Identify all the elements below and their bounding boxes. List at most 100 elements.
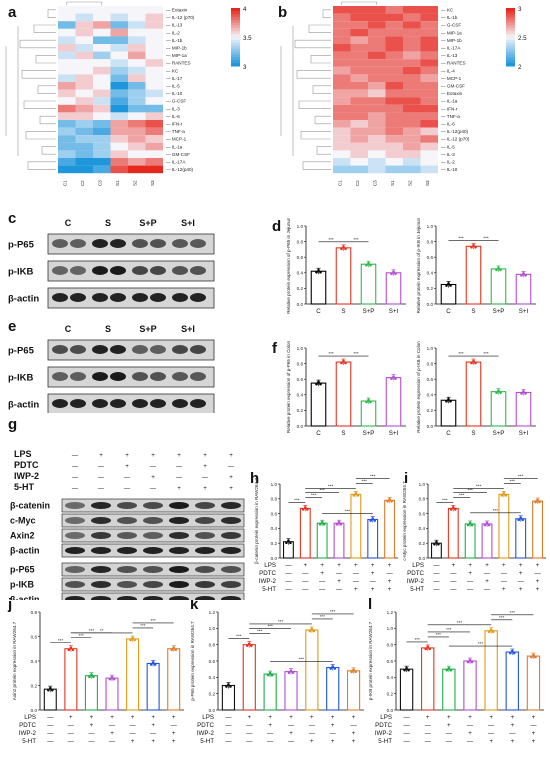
blot-band [172,372,188,381]
bar [464,523,476,559]
blot-band [190,345,206,354]
heatmap-cell [75,51,93,60]
heatmap-cell [145,21,163,29]
row-dendrogram [280,9,331,170]
heatmap-cell [368,6,386,14]
significance-label: *** [446,627,452,632]
heatmap-cell [333,13,351,22]
y-tick-label: 0.4 [271,526,278,531]
data-point [532,653,535,657]
heatmap-cell [110,142,128,151]
heatmap-cell [110,36,128,44]
condition-mark: + [203,463,207,470]
heatmap-cell [403,120,421,128]
condition-label: IWP-2 [259,578,277,585]
bar [360,263,377,305]
dendrogram-branch [41,146,56,155]
heatmap-cell [420,120,438,128]
data-point [449,508,453,511]
heatmap-cell [128,13,146,22]
condition-mark: — [288,738,295,745]
data-point [534,500,537,504]
condition-mark: + [354,562,358,569]
significance-label: *** [353,351,359,356]
blot-band [52,372,68,381]
heatmap-row-label: — IL-1b [441,15,458,20]
heatmap-cell [93,59,111,67]
condition-mark: + [331,738,335,745]
y-tick-label: 0.0 [209,708,216,713]
heatmap-cell [75,135,93,143]
blot-band [132,266,148,275]
legend-swatch [231,19,240,23]
significance-label: *** [299,657,305,662]
heatmap-cell [75,66,93,75]
dendrogram-branch [33,24,56,33]
condition-label: PDTC [14,460,39,470]
condition-mark: + [468,570,472,577]
data-point [524,392,527,395]
data-point [352,668,355,672]
blot-band [143,566,163,573]
data-point [487,630,491,634]
condition-mark: — [302,586,309,593]
heatmap-cell [145,120,163,128]
blot-row-label: p-P65 [8,346,35,357]
data-point [447,666,451,670]
heatmap-cell [93,97,111,105]
heatmap-cell [128,135,146,143]
heatmap-cell [333,74,351,82]
heatmap-cell [385,97,403,105]
y-axis-label: Axin2 protein expression in RAW264.7 [12,621,17,700]
bar [316,522,328,559]
heatmap-cell [128,59,146,67]
heatmap-cell [350,150,368,158]
condition-mark: + [172,738,176,745]
heatmap-cell [350,59,368,67]
heatmap-cell [350,135,368,143]
condition-mark: — [433,570,440,577]
heatmap-row-label: — KC [166,68,179,73]
panel-label-c: c [8,210,17,227]
x-tick-label: C [316,430,321,437]
blot-band [70,239,86,248]
heatmap-cell [128,158,146,166]
condition-mark: — [319,578,326,585]
data-point [491,630,495,634]
heatmap-cell [145,135,163,143]
chart-j-axin2: Axin2 protein expression in RAW264.7 0.0 0… [12,610,184,745]
data-point [424,647,428,651]
panel-label-j: j [8,596,13,613]
data-point [92,675,95,678]
condition-mark: — [530,722,537,729]
significance-label: *** [58,638,64,643]
data-point [352,494,356,497]
significance-label: *** [328,351,334,356]
condition-mark: + [268,714,272,721]
heatmap-row-label: — IFN-r [441,106,458,111]
heatmap-cell [368,13,386,22]
heatmap-cell [385,66,403,75]
heatmap-cell [333,82,351,90]
blot-row-label: β-actin [10,546,40,556]
condition-mark: — [425,722,432,729]
condition-mark: — [488,722,495,729]
blot-band [70,399,86,408]
blot-band [65,502,85,509]
data-point [453,508,457,511]
heatmap-cell [110,66,128,75]
heatmap-cell [403,165,421,174]
bar [399,668,414,711]
heatmap-cell [58,120,76,128]
significance-label: *** [483,351,489,356]
heatmap-cell [368,104,386,113]
blot-band [195,581,215,588]
blot-band [110,345,126,354]
blot-row-label: Axin2 [10,531,35,541]
data-point [433,542,436,546]
y-tick-label: 0.4 [209,675,216,680]
heatmap-cell [145,6,163,14]
significance-label: *** [89,628,95,633]
heatmap-cell [128,51,146,60]
condition-mark: + [489,738,493,745]
